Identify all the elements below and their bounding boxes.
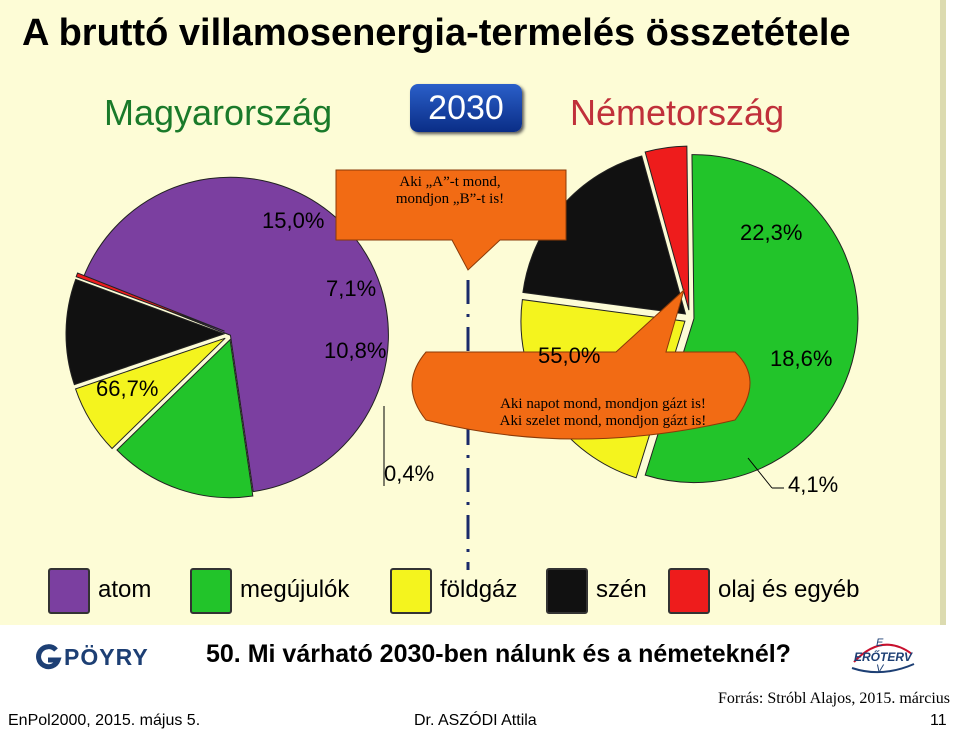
- slide-title: A bruttó villamosenergia-termelés összet…: [22, 12, 851, 54]
- legend-swatch-foldgaz: [390, 568, 432, 614]
- question-text: 50. Mi várható 2030-ben nálunk és a néme…: [206, 640, 791, 668]
- pie-slice-hu-gas: [74, 337, 226, 450]
- footer-page-number: 11: [930, 712, 947, 729]
- poyry-logo-text: PÖYRY: [64, 644, 149, 670]
- callout-bottom-line-1: Aki napot mond, mondjon gázt is!: [500, 396, 706, 412]
- pie-slice-de-oil: [644, 145, 690, 311]
- poyry-g-icon: [36, 644, 62, 670]
- callout-bubble-bottom: [411, 288, 751, 440]
- country-label-germany: Németország: [570, 92, 785, 133]
- pie-chart-hungary: [65, 176, 389, 499]
- label-hu-oil: 0,4%: [384, 461, 435, 486]
- label-hu-coal: 10,8%: [324, 338, 387, 363]
- leader-lines: [383, 406, 784, 489]
- eroterv-logo: E ERŐTERV V: [846, 637, 918, 678]
- country-label-hungary: Magyarország: [104, 92, 333, 133]
- label-hu-gas: 7,1%: [326, 276, 377, 301]
- label-de-renewables: 55,0%: [538, 343, 601, 368]
- pie-slice-hu-coal: [65, 278, 226, 386]
- footer-event: EnPol2000, 2015. május 5.: [8, 712, 201, 729]
- eroterv-swoosh-icon: [851, 643, 915, 674]
- legend-swatch-olaj: [668, 568, 710, 614]
- label-hu-renewables: 15,0%: [262, 208, 325, 233]
- pie-slice-hu-oil: [75, 272, 225, 332]
- legend-label-szen: szén: [596, 576, 647, 603]
- callout-bottom-text: Aki napot mond, mondjon gázt is! Aki sze…: [458, 396, 748, 430]
- label-hu-atom: 66,7%: [96, 376, 159, 401]
- callout-bubble-top: [335, 169, 567, 271]
- eroterv-letter-e: E: [876, 637, 884, 649]
- eroterv-name: ERŐTERV: [854, 650, 913, 664]
- legend-label-foldgaz: földgáz: [440, 576, 518, 603]
- callout-top-line-2: mondjon „B”-t is!: [395, 191, 505, 207]
- footer-author: Dr. ASZÓDI Attila: [414, 712, 537, 729]
- legend-label-olaj: olaj és egyéb: [718, 576, 860, 603]
- pie-slice-hu-renewables: [116, 338, 254, 499]
- legend-swatch-atom: [48, 568, 90, 614]
- label-de-gas: 22,3%: [740, 220, 803, 245]
- callout-top-line-1: Aki „A”-t mond,: [399, 174, 501, 190]
- label-de-coal: 18,6%: [770, 346, 833, 371]
- pie-charts: [65, 145, 859, 570]
- legend-label-atom: atom: [98, 576, 152, 603]
- leader-line-de-oil: [747, 457, 773, 489]
- source-text: Forrás: Stróbl Alajos, 2015. március: [718, 690, 950, 707]
- label-de-oil: 4,1%: [788, 472, 839, 497]
- callout-top-text: Aki „A”-t mond, mondjon „B”-t is!: [350, 174, 550, 208]
- year-badge: 2030: [410, 84, 522, 132]
- eroterv-letter-v: V: [876, 663, 884, 675]
- legend-label-megujulok: megújulók: [240, 576, 350, 603]
- callout-bottom-line-2: Aki szelet mond, mondjon gázt is!: [499, 413, 707, 429]
- legend-swatch-szen: [546, 568, 588, 614]
- legend-swatch-megujulok: [190, 568, 232, 614]
